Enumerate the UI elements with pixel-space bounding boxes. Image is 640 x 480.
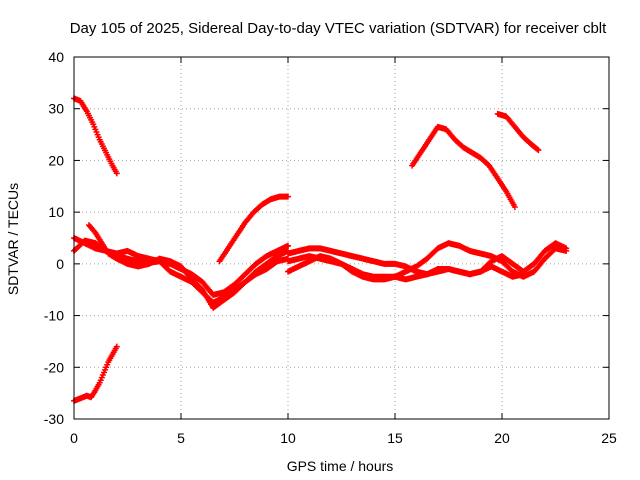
data-point (520, 271, 527, 278)
x-tick-label: 15 (387, 430, 403, 446)
y-tick-label: 30 (48, 101, 64, 117)
x-tick-label: 0 (70, 430, 78, 446)
data-point (285, 193, 291, 200)
x-tick-label: 20 (494, 430, 510, 446)
series-arc-f (285, 253, 527, 283)
x-tick-label: 10 (280, 430, 296, 446)
data-point (113, 170, 120, 177)
x-tick-label: 25 (601, 430, 617, 446)
y-tick-label: -20 (44, 359, 64, 375)
series-arc-late-descent (494, 110, 542, 154)
x-axis-label: GPS time / hours (287, 458, 394, 474)
data-point (534, 146, 541, 153)
data-point (285, 242, 291, 249)
y-tick-label: 20 (48, 152, 64, 168)
series-arc-rising-mid (216, 193, 291, 265)
series-arc-high-early (71, 95, 120, 177)
data-point (113, 343, 120, 350)
plot-frame (73, 56, 610, 420)
series-arc-low-early (71, 343, 120, 404)
chart-title: Day 105 of 2025, Sidereal Day-to-day VTE… (70, 20, 607, 37)
y-tick-label: -30 (44, 411, 64, 427)
data-point (563, 247, 570, 254)
data-point (511, 203, 518, 210)
y-tick-label: -10 (44, 308, 64, 324)
y-tick-label: 40 (48, 49, 64, 65)
series-layer (71, 95, 570, 404)
ticks: 0 5 10 15 20 25 -30 -20 -10 0 10 20 30 40 (44, 49, 617, 446)
y-axis-label: SDTVAR / TECUs (5, 183, 21, 295)
series-arc-e (285, 240, 570, 283)
series-arc-afternoon-peak (409, 123, 518, 210)
x-tick-label: 5 (177, 430, 185, 446)
y-tick-label: 0 (56, 256, 64, 272)
data-point (535, 147, 542, 154)
y-tick-label: 10 (48, 204, 64, 220)
series-arc-c (85, 222, 291, 311)
